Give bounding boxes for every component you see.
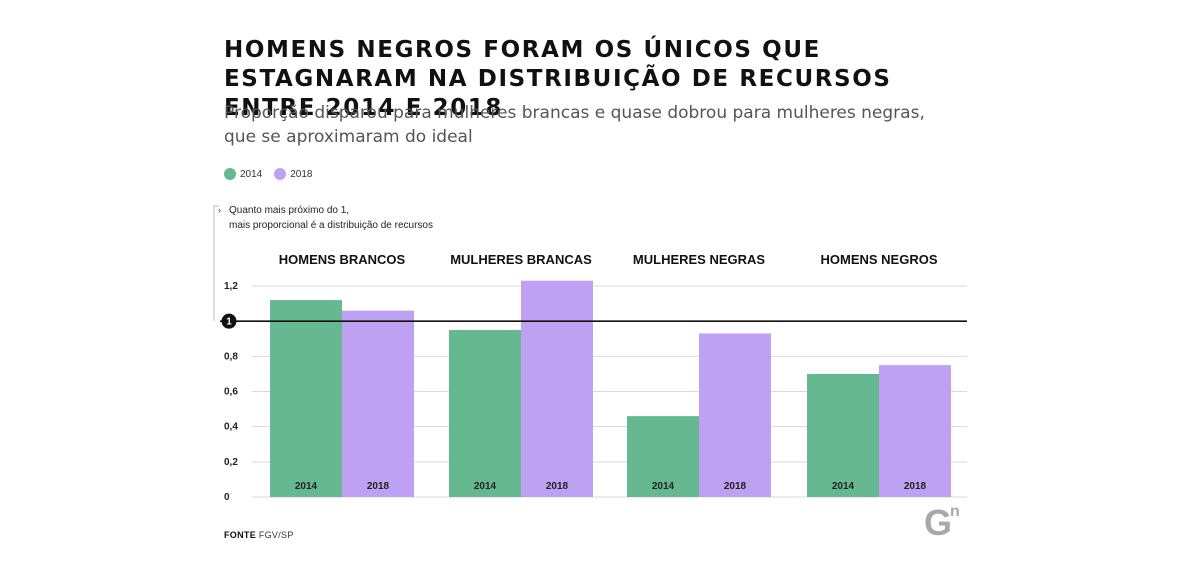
category-label: MULHERES BRANCAS [450,252,592,267]
bar-year-label: 2014 [652,481,675,492]
bar-year-label: 2014 [295,481,318,492]
legend-swatch-2018 [274,168,287,180]
y-tick-label: 0,2 [224,457,238,468]
legend-swatch-2014 [224,168,236,180]
bar-year-label: 2018 [724,481,747,492]
source: FONTE FGV/SP [224,530,294,540]
bar-2014 [807,373,879,497]
annotation: › Quanto mais próximo do 1, mais proporc… [213,205,433,321]
y-tick-label: 0,6 [224,387,238,398]
y-tick-label: 0,8 [224,351,238,362]
bar-2014 [449,329,521,497]
legend-label-2014: 2014 [240,168,263,180]
bars [270,280,951,497]
legend-label-2018: 2018 [290,168,313,180]
bar-2018 [342,310,414,497]
reference-marker [221,313,237,329]
y-tick-label: 1,2 [224,281,238,292]
logo-superscript: n [950,503,960,520]
bar-2018 [879,365,951,497]
legend: 2014 2018 [224,168,325,180]
bar-year-label: 2014 [832,481,855,492]
chart-title: HOMENS NEGROS FORAM OS ÚNICOS QUE ESTAGN… [224,37,892,121]
reference-label: 1 [226,317,232,328]
annotation-bracket [213,205,219,321]
y-tick-label: 0 [224,492,230,503]
bar-2018 [699,333,771,497]
bar-2014 [627,416,699,497]
category-label: MULHERES NEGRAS [633,252,766,267]
logo-letter: G [924,502,952,542]
labels: 2014 2018 HOMENS BRANCOS 2014 2018 MULHERES B… [279,252,938,492]
category-label: HOMENS NEGROS [820,252,937,267]
reference: 1 [220,313,967,329]
bar-year-label: 2018 [904,481,927,492]
bar-2014 [270,300,342,497]
legend-item-2014: 2014 [224,168,262,180]
y-tick-label: 0,4 [224,422,238,433]
bar-year-label: 2018 [367,481,390,492]
chart-subtitle: Proporção disparou para mulheres brancas… [224,103,925,147]
bar-2018 [521,280,593,497]
annotation-line-2: mais proporcional é a distribuição de re… [229,220,433,231]
annotation-line-1: Quanto mais próximo do 1, [229,205,349,216]
source-value: FGV/SP [258,530,294,540]
legend-item-2018: 2018 [274,168,313,180]
bar-year-label: 2018 [546,481,569,492]
category-label: HOMENS BRANCOS [279,252,406,267]
annotation-arrow-icon: › [218,205,221,215]
gn-logo-icon: G n [924,502,968,547]
source-label: FONTE [224,530,256,540]
y-axis-ticks: 0 0,2 0,4 0,6 0,8 1,2 [224,281,238,503]
bar-year-label: 2014 [474,481,497,492]
